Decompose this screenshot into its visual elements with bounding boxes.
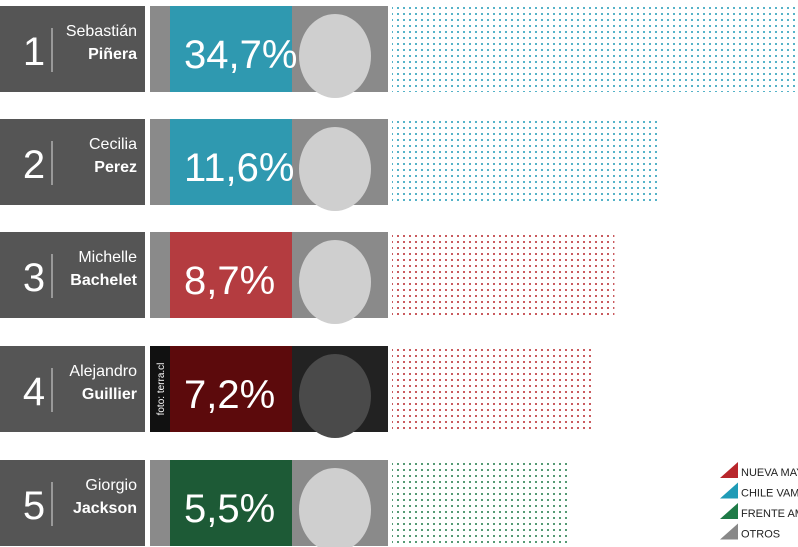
first-name: Cecilia: [89, 136, 137, 153]
portrait: [299, 240, 371, 324]
last-name: Guillier: [82, 386, 137, 403]
rank-box: [0, 119, 145, 205]
value-label: 8,7%: [184, 259, 275, 303]
value-label: 7,2%: [184, 373, 275, 417]
first-name: Michelle: [78, 249, 137, 266]
rank-box: [0, 346, 145, 432]
first-name: Alejandro: [69, 363, 137, 380]
legend-swatch: [720, 503, 738, 519]
photo-overlay: [170, 6, 292, 92]
legend-label: NUEVA MAYO: [741, 467, 798, 479]
last-name: Jackson: [73, 500, 137, 517]
first-name: Giorgio: [85, 477, 137, 494]
rank-box: [0, 460, 145, 546]
portrait: [299, 14, 371, 98]
legend-swatch: [720, 462, 738, 478]
portrait: [299, 354, 371, 438]
legend-label: FRENTE AMP: [741, 508, 798, 520]
rank: 5: [23, 484, 45, 528]
rank-box: [0, 232, 145, 318]
rank: 4: [23, 370, 45, 414]
portrait: [299, 468, 371, 547]
value-label: 5,5%: [184, 487, 275, 531]
rank: 3: [23, 256, 45, 300]
photo-overlay: [170, 119, 292, 205]
legend-swatch: [720, 482, 738, 499]
dot-bar: [392, 232, 615, 318]
first-name: Sebastián: [66, 23, 137, 40]
legend-label: CHILE VAMO: [741, 488, 798, 500]
rank-box: [0, 6, 145, 92]
dot-bar: [392, 460, 568, 546]
last-name: Piñera: [88, 46, 137, 63]
photo-overlay: [170, 346, 292, 432]
dot-bar: [392, 6, 798, 92]
credit-bg: [150, 346, 170, 432]
value-label: 11,6%: [184, 146, 294, 190]
legend-label: OTROS: [741, 529, 780, 541]
photo-overlay: [170, 460, 292, 546]
rank: 1: [23, 30, 45, 74]
photo-overlay: [170, 232, 292, 318]
rank: 2: [23, 143, 45, 187]
last-name: Perez: [94, 159, 137, 176]
dot-bar: [392, 119, 658, 205]
legend-swatch: [720, 523, 738, 540]
value-label: 34,7%: [184, 33, 297, 77]
photo-credit: foto: terra.cl: [156, 363, 167, 416]
portrait: [299, 127, 371, 211]
last-name: Bachelet: [70, 272, 137, 289]
dot-bar: [392, 346, 593, 432]
